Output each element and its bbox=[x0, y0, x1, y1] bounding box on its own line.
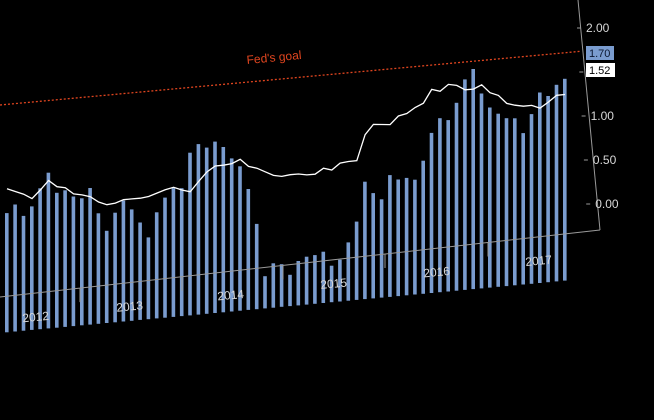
bar bbox=[296, 261, 301, 306]
bar bbox=[438, 118, 442, 293]
fed-goal-line bbox=[0, 50, 581, 106]
bar bbox=[263, 276, 267, 309]
bar bbox=[513, 118, 517, 286]
bar bbox=[163, 197, 167, 318]
bar bbox=[5, 213, 9, 333]
bar bbox=[346, 242, 351, 301]
bar bbox=[454, 102, 459, 291]
bar bbox=[221, 147, 226, 313]
goal-series: Fed's goal bbox=[0, 48, 581, 106]
bar bbox=[96, 213, 101, 324]
bar bbox=[104, 230, 109, 323]
bar bbox=[446, 120, 450, 292]
line-series bbox=[6, 83, 566, 206]
bar bbox=[21, 215, 26, 331]
bar bbox=[304, 256, 309, 305]
bar bbox=[271, 263, 276, 308]
x-tick-label: 2014 bbox=[217, 287, 245, 303]
bar bbox=[546, 96, 550, 283]
bar bbox=[379, 199, 384, 298]
bar bbox=[38, 188, 42, 330]
bar bbox=[563, 78, 567, 281]
bar bbox=[496, 113, 500, 287]
bar bbox=[88, 188, 92, 325]
bar bbox=[354, 221, 359, 300]
bar bbox=[146, 237, 151, 320]
bar bbox=[238, 166, 242, 311]
bar bbox=[179, 188, 184, 317]
bar bbox=[529, 114, 534, 284]
bar bbox=[363, 181, 367, 300]
x-tick-label: 2017 bbox=[525, 253, 553, 269]
bar bbox=[279, 264, 284, 307]
bar bbox=[213, 141, 217, 313]
bar bbox=[313, 255, 317, 304]
y-tick-label: 1.00 bbox=[591, 109, 615, 123]
y-axis-line bbox=[577, 0, 601, 231]
bar bbox=[538, 92, 542, 283]
bar bbox=[371, 193, 375, 299]
bar-last-value-badge: 1.70 bbox=[586, 46, 614, 60]
bar bbox=[388, 175, 392, 297]
y-tick-label: 0.50 bbox=[593, 153, 617, 167]
bar bbox=[196, 144, 201, 315]
bar bbox=[246, 189, 251, 310]
bar bbox=[113, 212, 117, 323]
bar bbox=[554, 84, 559, 282]
line-last-value: 1.52 bbox=[589, 65, 610, 77]
bar bbox=[254, 223, 259, 310]
bar bbox=[204, 147, 209, 314]
bar bbox=[171, 188, 176, 317]
bar bbox=[396, 179, 400, 297]
bar bbox=[80, 198, 84, 326]
bar bbox=[413, 179, 417, 295]
bar bbox=[46, 172, 51, 329]
bar bbox=[188, 152, 192, 316]
bar bbox=[121, 200, 126, 322]
bar bbox=[154, 212, 159, 319]
bar bbox=[504, 118, 509, 287]
bar bbox=[63, 190, 67, 327]
x-tick-label: 2012 bbox=[22, 309, 50, 325]
bar-last-value: 1.70 bbox=[589, 48, 610, 60]
bar bbox=[55, 192, 59, 328]
bar bbox=[338, 259, 342, 302]
fed-goal-label: Fed's goal bbox=[246, 48, 302, 67]
line-series-path bbox=[6, 83, 566, 206]
bar bbox=[229, 158, 234, 312]
line-last-value-box bbox=[586, 63, 615, 77]
bar bbox=[321, 251, 326, 303]
bar bbox=[288, 274, 292, 307]
bar bbox=[129, 209, 134, 321]
x-axis-years: 2012 2013 2014 2015 2016 2017 bbox=[22, 242, 553, 325]
bar bbox=[471, 69, 475, 290]
x-tick-label: 2016 bbox=[423, 264, 451, 280]
bar bbox=[30, 206, 34, 330]
bar bbox=[13, 204, 17, 332]
bar bbox=[488, 107, 492, 288]
x-axis-line bbox=[0, 229, 601, 298]
bar bbox=[479, 93, 484, 289]
bar bbox=[463, 79, 467, 290]
bar bbox=[429, 132, 434, 293]
y-tick-label: 0.00 bbox=[595, 197, 619, 211]
bar bbox=[138, 222, 142, 320]
bar bbox=[404, 177, 409, 296]
x-tick-label: 2013 bbox=[116, 298, 144, 314]
bar bbox=[521, 133, 525, 285]
bar bbox=[421, 160, 425, 294]
line-last-value-badge: 1.52 bbox=[586, 63, 615, 77]
x-tick-label: 2015 bbox=[320, 275, 348, 291]
bar bbox=[71, 196, 76, 327]
bar-last-value-box bbox=[586, 46, 614, 60]
bar-series bbox=[5, 69, 567, 333]
last-value-badges: 1.70 1.52 bbox=[586, 46, 615, 77]
y-tick-label: 2.00 bbox=[586, 21, 610, 35]
bar bbox=[329, 265, 334, 303]
axes bbox=[0, 0, 601, 298]
